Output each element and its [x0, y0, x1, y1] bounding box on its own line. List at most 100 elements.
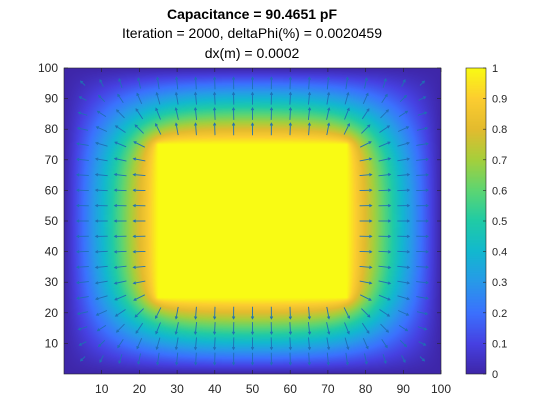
field-arrow — [137, 353, 141, 365]
field-arrow — [307, 337, 312, 351]
field-arrow — [381, 338, 388, 349]
field-arrow — [75, 188, 89, 192]
field-arrow — [397, 188, 411, 192]
field-arrow — [213, 122, 217, 136]
field-arrow — [94, 295, 108, 301]
field-arrow — [359, 173, 373, 177]
field-arrow — [174, 122, 179, 136]
field-arrow — [345, 76, 349, 90]
field-arrow — [378, 172, 392, 177]
field-arrow — [94, 219, 108, 223]
field-arrow — [326, 337, 331, 351]
field-arrow — [378, 219, 392, 223]
field-arrow — [193, 122, 198, 136]
field-arrow — [75, 219, 89, 223]
field-arrow — [269, 352, 273, 366]
field-arrow — [359, 188, 373, 192]
field-arrow — [378, 188, 392, 192]
field-arrow — [364, 353, 368, 365]
field-arrow — [137, 77, 141, 89]
y-axis: 10 20 30 40 50 60 70 80 90 100 — [38, 61, 441, 350]
field-arrow — [397, 280, 411, 285]
field-arrow — [326, 352, 330, 366]
field-arrow — [94, 188, 108, 192]
field-arrow — [288, 306, 292, 320]
field-arrow — [232, 352, 236, 366]
field-arrow — [174, 306, 179, 320]
field-arrow — [269, 306, 274, 320]
field-arrow — [194, 76, 198, 90]
field-arrow — [232, 76, 236, 90]
y-tick-label: 90 — [45, 92, 59, 106]
chart-subtitle-line-1: Iteration = 2000, deltaPhi(%) = 0.002045… — [122, 25, 382, 41]
field-arrow — [361, 124, 371, 134]
field-arrow — [213, 76, 217, 90]
field-arrow — [269, 337, 274, 351]
colorbar-ticks: 0 0.1 0.2 0.3 0.4 0.5 0.6 0.7 0.8 0.9 1 — [483, 63, 507, 381]
field-arrow — [397, 141, 411, 147]
field-arrow — [417, 111, 428, 116]
field-arrow — [397, 234, 411, 238]
field-arrow — [397, 204, 411, 208]
field-arrow — [345, 352, 349, 366]
x-tick-label: 40 — [208, 382, 222, 396]
field-arrow — [359, 280, 373, 285]
field-arrow — [174, 337, 179, 351]
field-arrow — [288, 352, 292, 366]
colorbar-tick-label: 1 — [492, 63, 498, 75]
field-arrow — [212, 322, 217, 336]
field-arrow — [418, 96, 427, 101]
field-arrow — [75, 157, 89, 162]
field-arrow — [250, 106, 255, 120]
y-tick-label: 70 — [45, 153, 59, 167]
y-tick-label: 10 — [45, 336, 59, 350]
field-arrow — [416, 311, 429, 316]
field-arrow — [344, 91, 350, 105]
field-arrow — [397, 295, 411, 301]
field-arrow — [95, 126, 108, 132]
colorbar-gradient — [466, 68, 486, 374]
field-arrow — [155, 91, 161, 105]
field-arrow — [380, 323, 390, 333]
field-arrow — [231, 337, 236, 351]
field-arrow — [397, 310, 410, 316]
field-arrow — [175, 352, 179, 366]
field-arrow — [378, 157, 392, 162]
field-arrow — [212, 337, 217, 351]
x-tick-label: 90 — [397, 382, 411, 396]
field-arrow — [362, 92, 369, 104]
field-arrow — [359, 294, 372, 301]
colorbar-tick-label: 0.9 — [492, 94, 507, 106]
field-arrow — [378, 294, 391, 301]
field-arrow — [155, 107, 161, 120]
field-arrow — [269, 91, 274, 105]
field-arrow — [175, 76, 179, 90]
field-arrow — [193, 322, 198, 336]
field-arrow — [401, 79, 406, 87]
field-arrow — [288, 337, 293, 351]
y-tick-label: 60 — [45, 183, 59, 197]
field-arrow — [359, 204, 373, 208]
field-arrow — [397, 157, 411, 162]
field-arrow — [382, 354, 387, 365]
field-arrow — [326, 76, 330, 90]
field-arrow — [134, 124, 144, 134]
field-arrow — [79, 80, 86, 86]
field-arrow — [401, 355, 406, 363]
field-arrow — [416, 188, 430, 192]
field-arrow — [397, 250, 411, 254]
field-arrow — [79, 356, 86, 362]
field-arrow — [416, 234, 430, 238]
field-arrow — [213, 306, 217, 320]
field-arrow — [155, 337, 161, 351]
field-arrow — [359, 219, 373, 223]
field-arrow — [307, 76, 311, 90]
field-arrow — [250, 122, 255, 136]
y-tick-label: 80 — [45, 122, 59, 136]
field-arrow — [343, 307, 350, 320]
field-arrow — [97, 339, 106, 348]
colorbar: 0 0.1 0.2 0.3 0.4 0.5 0.6 0.7 0.8 0.9 1 — [465, 63, 507, 381]
plot-area: 10 20 30 40 50 60 70 80 90 100 10 20 30 40 50 60 70 80 90… — [38, 61, 451, 396]
field-arrow — [359, 141, 372, 148]
field-arrow — [76, 126, 89, 131]
